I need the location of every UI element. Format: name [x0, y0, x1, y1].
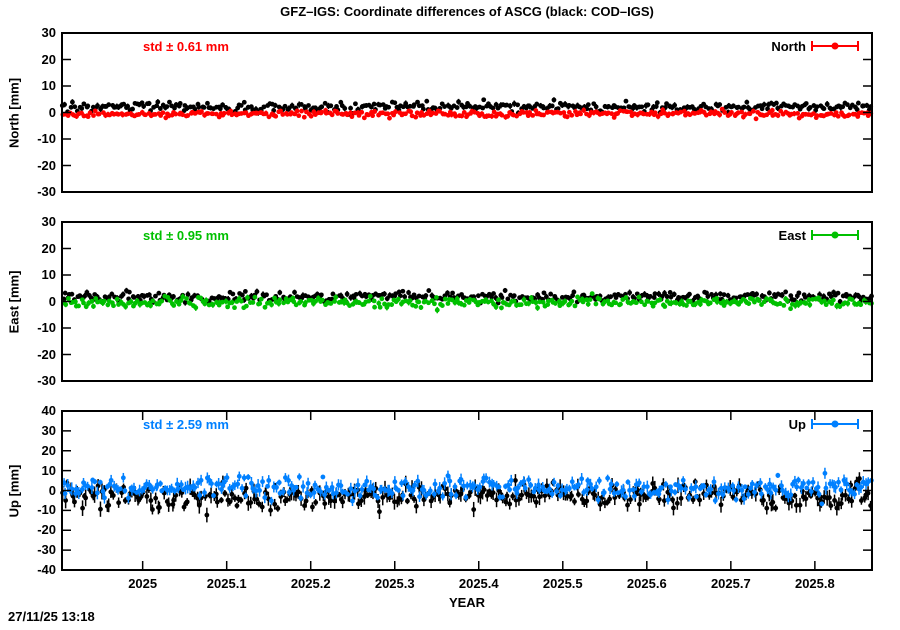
y-tick-label: 10 [41, 267, 56, 282]
y-tick-label: 20 [41, 240, 56, 256]
y-tick-label: 30 [41, 214, 56, 229]
y-tick-label: 0 [48, 293, 56, 309]
legend-label-east: East [778, 228, 806, 243]
x-tick-label: 2025.4 [458, 576, 499, 591]
y-tick-label: -30 [37, 542, 56, 558]
x-tick-label: 2025.6 [626, 576, 667, 591]
std-label-up: std ± 2.59 mm [143, 417, 229, 432]
x-tick-label: 2025.3 [374, 576, 415, 591]
x-tick-label: 2025.5 [542, 576, 583, 591]
y-tick-label: -20 [37, 522, 56, 538]
y-tick-label: 40 [41, 403, 56, 418]
y-tick-label: 20 [41, 51, 56, 67]
y-tick-label: -20 [37, 157, 56, 173]
x-tick-label: 2025 [128, 576, 158, 591]
y-tick-label: -40 [37, 562, 56, 577]
y-tick-label: -10 [37, 131, 56, 146]
legend-label-north: North [771, 39, 806, 54]
legend-label-up: Up [788, 417, 806, 432]
x-tick-label: 2025.2 [290, 576, 331, 591]
std-label-east: std ± 0.95 mm [143, 228, 229, 243]
y-tick-label: 0 [48, 482, 56, 498]
x-axis-label: YEAR [448, 595, 486, 610]
x-tick-label: 2025.8 [794, 576, 835, 591]
y-tick-label: -30 [37, 184, 56, 199]
y-tick-label: -10 [37, 502, 56, 518]
y-tick-label: 30 [41, 422, 56, 438]
y-tick-label: -20 [37, 346, 56, 362]
std-label-north: std ± 0.61 mm [143, 39, 229, 54]
x-tick-label: 2025.7 [710, 576, 751, 591]
y-tick-label: 0 [48, 104, 56, 120]
y-tick-label: 30 [41, 25, 56, 40]
y-tick-label: 10 [41, 78, 56, 93]
y-tick-label: 20 [41, 442, 56, 458]
timestamp: 27/11/25 13:18 [8, 609, 95, 624]
y-tick-label: -10 [37, 320, 56, 335]
y-tick-label: 10 [41, 462, 56, 478]
chart-title: GFZ–IGS: Coordinate differences of ASCG … [280, 4, 654, 19]
x-tick-label: 2025.1 [206, 576, 247, 591]
y-tick-label: -30 [37, 373, 56, 388]
